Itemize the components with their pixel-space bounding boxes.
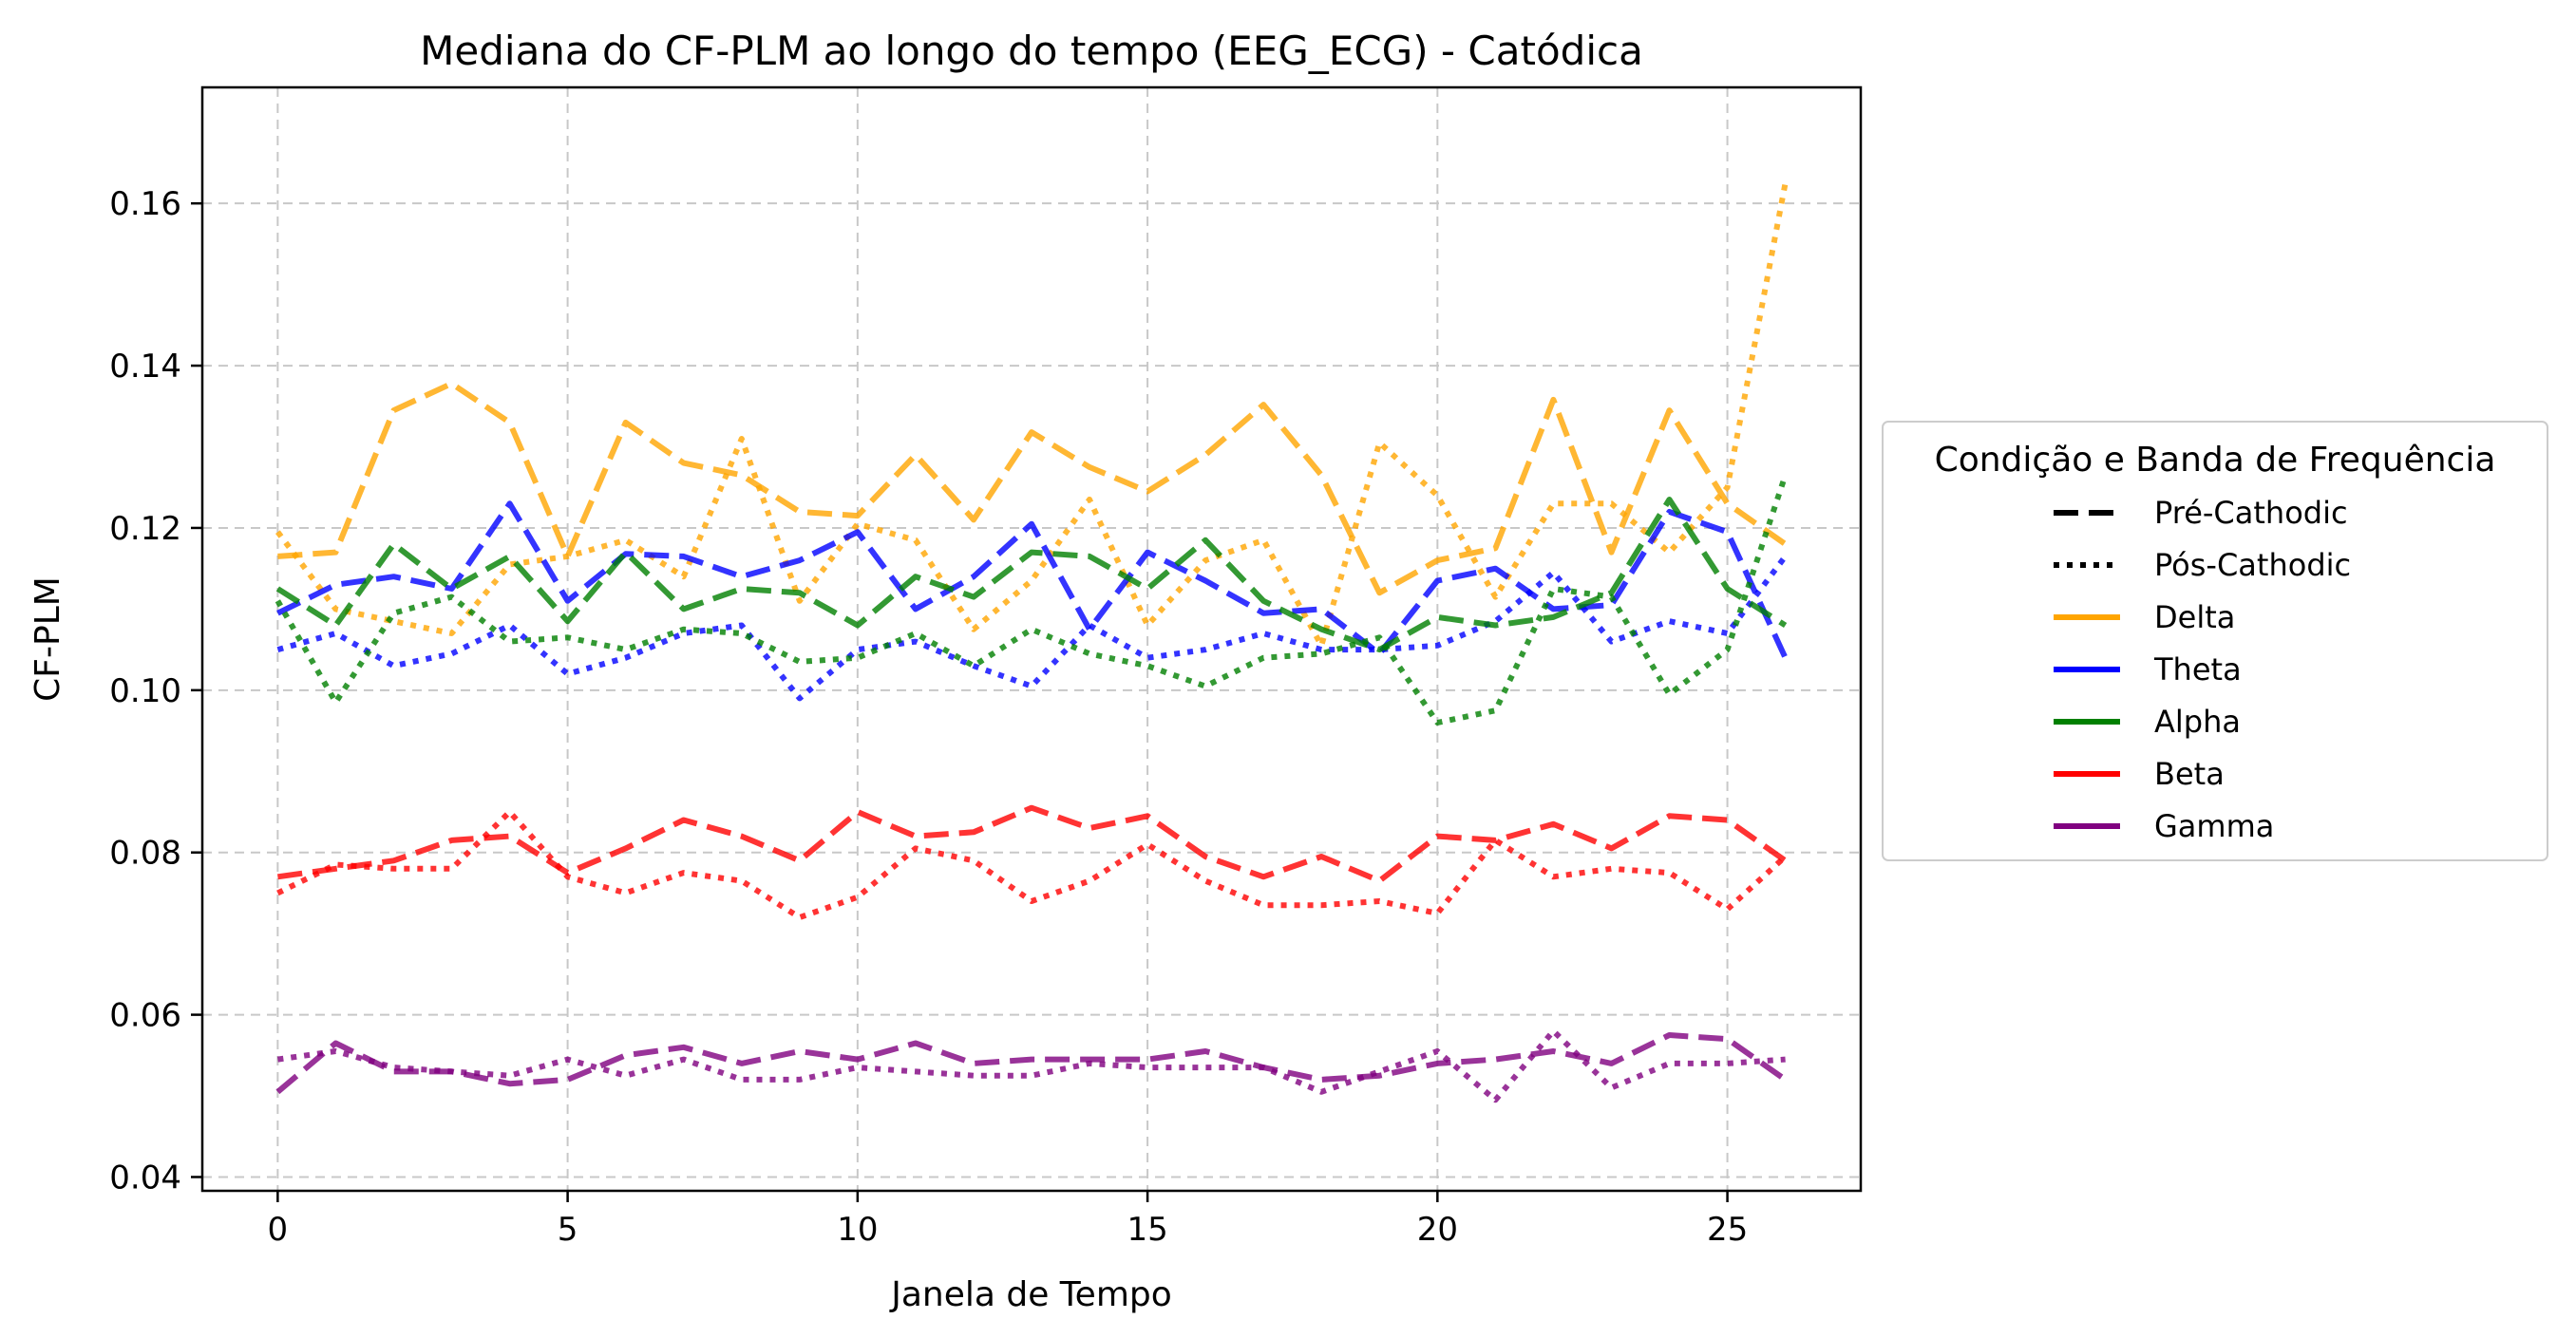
y-axis-label: CF-PLM bbox=[28, 576, 67, 702]
legend-title: Condição e Banda de Frequência bbox=[1935, 441, 2496, 480]
x-axis-ticks: 0 5 10 15 20 25 bbox=[268, 1191, 1748, 1249]
x-tick-label: 5 bbox=[558, 1211, 578, 1249]
y-tick-label: 0.04 bbox=[109, 1159, 181, 1197]
series-beta-dashed bbox=[276, 804, 1788, 884]
y-tick-label: 0.16 bbox=[109, 185, 181, 223]
y-tick-label: 0.10 bbox=[109, 672, 181, 710]
x-tick-label: 15 bbox=[1127, 1211, 1167, 1249]
series-theta-dashed bbox=[276, 500, 1789, 659]
y-tick-label: 0.14 bbox=[109, 348, 181, 386]
legend-label: Gamma bbox=[2154, 808, 2274, 844]
legend-label: Theta bbox=[2153, 651, 2242, 688]
y-tick-label: 0.08 bbox=[109, 835, 181, 873]
legend-label: Beta bbox=[2154, 756, 2225, 792]
grid bbox=[202, 87, 1861, 1191]
legend-label: Delta bbox=[2154, 599, 2235, 635]
y-axis-ticks: 0.04 0.06 0.08 0.10 0.12 0.14 0.16 bbox=[109, 185, 202, 1197]
x-tick-label: 10 bbox=[837, 1211, 878, 1249]
x-tick-label: 0 bbox=[268, 1211, 289, 1249]
series-alpha-dashed bbox=[275, 497, 1788, 653]
plot-frame bbox=[200, 85, 1863, 1193]
legend-entries: Pré-Cathodic Pós-Cathodic Delta Theta Alpha B… bbox=[2054, 495, 2351, 844]
series-delta-dashed bbox=[277, 380, 1788, 596]
series-beta-dotted bbox=[276, 809, 1788, 921]
legend-label: Alpha bbox=[2154, 704, 2241, 740]
legend-label: Pré-Cathodic bbox=[2154, 495, 2348, 531]
y-tick-label: 0.12 bbox=[109, 510, 181, 548]
chart-title: Mediana do CF-PLM ao longo do tempo (EEG… bbox=[420, 28, 1643, 74]
legend-label: Pós-Cathodic bbox=[2154, 547, 2351, 583]
y-tick-label: 0.06 bbox=[109, 997, 181, 1035]
x-tick-label: 20 bbox=[1417, 1211, 1458, 1249]
series-gamma-dashed bbox=[275, 1032, 1788, 1095]
series-gamma-dotted bbox=[276, 1027, 1786, 1103]
legend: Condição e Banda de Frequência Pré-Catho… bbox=[1882, 421, 2548, 861]
x-axis-label: Janela de Tempo bbox=[889, 1275, 1172, 1314]
legend-box bbox=[1882, 421, 2548, 861]
series-delta-dotted bbox=[275, 182, 1789, 649]
series-alpha-dotted bbox=[275, 474, 1789, 726]
series-lines bbox=[275, 182, 1789, 1103]
x-tick-label: 25 bbox=[1707, 1211, 1748, 1249]
